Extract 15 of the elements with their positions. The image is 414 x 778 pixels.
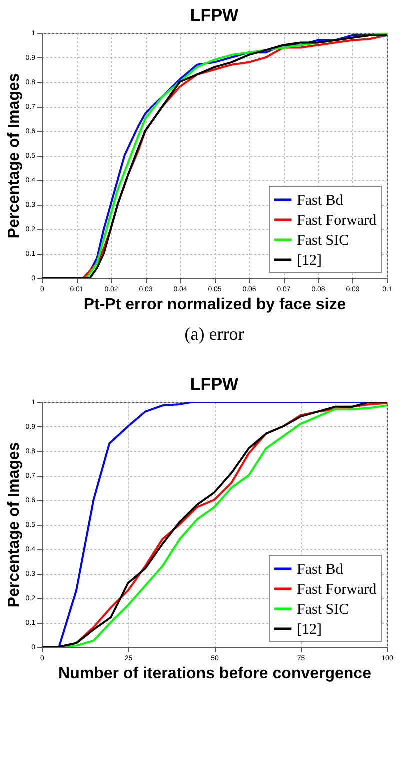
legend-label: Fast Bd bbox=[297, 562, 344, 578]
legend-label: Fast SIC bbox=[297, 602, 350, 618]
x-axis-title: Number of iterations before convergence bbox=[58, 666, 372, 682]
y-axis-title: Percentage of Images bbox=[6, 73, 23, 239]
chart-title: LFPW bbox=[190, 6, 240, 25]
y-axis-title: Percentage of Images bbox=[6, 442, 23, 608]
legend-label: Fast Forward bbox=[297, 582, 378, 598]
chart-title: LFPW bbox=[190, 375, 240, 394]
legend-label: Fast SIC bbox=[297, 233, 350, 249]
text: (a) error bbox=[184, 324, 244, 344]
x-axis-title: Pt-Pt error normalized by face size bbox=[84, 296, 346, 314]
legend-label: Fast Bd bbox=[297, 193, 344, 209]
legend-label: [12] bbox=[297, 622, 322, 638]
legend-label: Fast Forward bbox=[297, 213, 378, 229]
legend-label: [12] bbox=[297, 253, 322, 269]
